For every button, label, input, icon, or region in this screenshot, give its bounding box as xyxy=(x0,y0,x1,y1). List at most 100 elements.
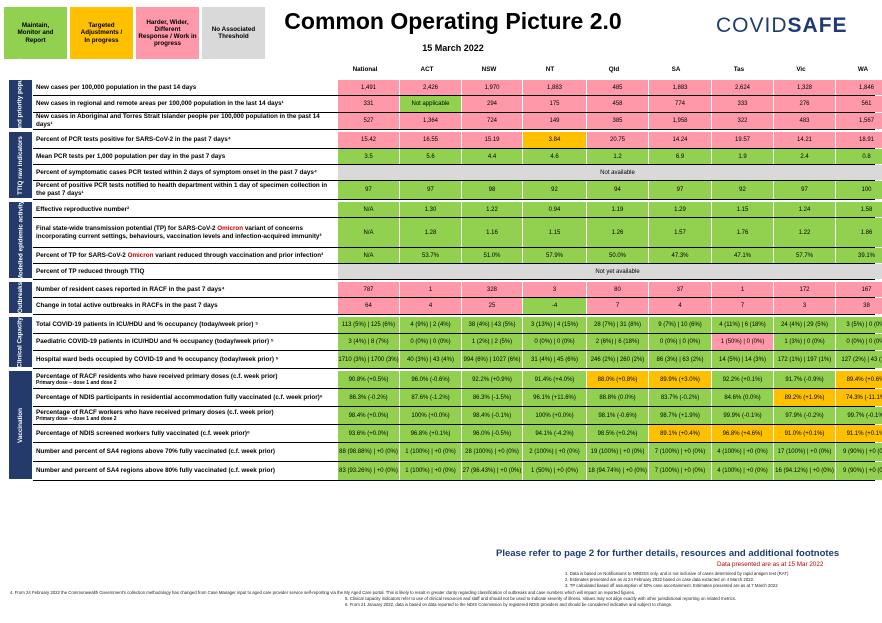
indicator-label: Percent of positive PCR tests notified t… xyxy=(33,181,337,199)
value-cell-nsw: 38 (4%) | 43 (5%) xyxy=(461,317,522,333)
value-cell-qld: 80 xyxy=(586,282,648,297)
value-cell-tas: 92 xyxy=(711,181,773,199)
value-cell-qld: 246 (2%) | 260 (2%) xyxy=(586,351,648,368)
value-cell-sa: 83.7% (-0.2%) xyxy=(648,389,711,406)
value-cell-tas: 19.57 xyxy=(711,132,773,148)
indicator-label-text: Total COVID-19 patients in ICU/HDU and %… xyxy=(36,321,259,329)
value-cell-nsw: 86.3% (-1.5%) xyxy=(461,389,522,406)
value-cell-vic: 1.22 xyxy=(773,218,835,247)
value-cell-nt: 1.15 xyxy=(522,218,586,247)
value-cell-national: N/A xyxy=(337,202,399,217)
value-cell-nsw: 96.0% (-0.5%) xyxy=(461,425,522,442)
value-cell-qld: 385 xyxy=(586,113,648,129)
indicator-label-text: Percent of symptomatic cases PCR tested … xyxy=(36,168,317,176)
value-cell-national: 98.4% (+0.0%) xyxy=(337,407,399,424)
value-cell-act: 1 (100%) | +0 (0%) xyxy=(399,443,461,461)
value-cell-vic: 276 xyxy=(773,96,835,112)
value-cell-vic: 97.9% (-0.2%) xyxy=(773,407,835,424)
value-cell-nt: 3.84 xyxy=(522,132,586,148)
value-cell-tas: 99.9% (-0.1%) xyxy=(711,407,773,424)
indicator-label-text: New cases in Aboriginal and Torres Strai… xyxy=(36,113,320,128)
indicator-label: Percent of TP for SARS-CoV-2 Omicron var… xyxy=(33,248,337,263)
indicator-label: Percent of symptomatic cases PCR tested … xyxy=(33,165,337,180)
value-cell-vic: 14.21 xyxy=(773,132,835,148)
value-cell-qld: 18 (94.74%) | +0 (0%) xyxy=(586,462,648,480)
indicator-row: Final state-wide transmission potential … xyxy=(33,218,882,248)
indicator-label: Number and percent of SA4 regions above … xyxy=(33,462,337,480)
column-header: Tas xyxy=(733,66,745,73)
indicator-row: Percent of PCR tests positive for SARS-C… xyxy=(33,132,882,149)
indicator-label-text: Effective reproductive number² xyxy=(36,205,130,213)
value-cell-act: 0 (0%) | 0 (0%) xyxy=(399,334,461,350)
value-cell-national: 97 xyxy=(337,181,399,199)
value-cell-national: 64 xyxy=(337,298,399,314)
column-header: NT xyxy=(545,66,555,73)
value-cell-national: 93.6% (+0.0%) xyxy=(337,425,399,442)
value-cell-vic: 89.2% (+1.9%) xyxy=(773,389,835,406)
value-cell-vic: 91.7% (-0.9%) xyxy=(773,371,835,388)
value-cell-act: 4 xyxy=(399,298,461,314)
value-cell-tas: 1 xyxy=(711,282,773,297)
indicator-label-text: Hospital ward beds occupied by COVID-19 … xyxy=(36,355,279,363)
value-cell-qld: 2 (6%) | 6 (18%) xyxy=(586,334,648,350)
value-cell-sa: 9 (7%) | 10 (6%) xyxy=(648,317,711,333)
indicator-label-text: Final state-wide transmission potential … xyxy=(36,224,322,240)
value-cell-qld: 88.8% (0.0%) xyxy=(586,389,648,406)
value-cell-nt: 0 (0%) | 0 (0%) xyxy=(522,334,586,350)
indicator-label-text: Mean PCR tests per 1,000 population per … xyxy=(36,152,226,160)
value-cell-nt: 96.1% (+11.6%) xyxy=(522,389,586,406)
value-cell-act: 53.7% xyxy=(399,248,461,263)
value-cell-qld: 19 (100%) | +0 (0%) xyxy=(586,443,648,461)
value-cell-wa: 100 xyxy=(835,181,882,199)
value-cell-tas: 14 (5%) | 14 (3%) xyxy=(711,351,773,368)
value-cell-sa: 14.24 xyxy=(648,132,711,148)
value-cell-vic: 2.4 xyxy=(773,149,835,164)
value-cell-nt: 0.94 xyxy=(522,202,586,217)
indicator-label: Paediatric COVID-19 patients in ICU/HDU … xyxy=(33,334,337,350)
indicator-row: Percent of TP for SARS-CoV-2 Omicron var… xyxy=(33,248,882,264)
brand-logo: COVIDSAFE xyxy=(716,14,848,38)
value-cell-qld: 485 xyxy=(586,80,648,95)
indicator-row: Number of resident cases reported in RAC… xyxy=(33,282,882,298)
column-header: Vic xyxy=(796,66,806,73)
value-cell-sa: 7 (100%) | +0 (0%) xyxy=(648,462,711,480)
indicator-row: New cases in regional and remote areas p… xyxy=(33,96,882,113)
footnote: 4. From 24 February 2022 the Commonwealt… xyxy=(10,589,636,595)
indicator-row: Change in total active outbreaks in RACF… xyxy=(33,298,882,315)
value-cell-nsw: 1 (2%) | 2 (5%) xyxy=(461,334,522,350)
indicator-label-text: New cases in regional and remote areas p… xyxy=(36,100,284,108)
value-cell-nsw: 1,970 xyxy=(461,80,522,95)
value-cell-nt: -4 xyxy=(522,298,586,314)
group-header-label: Modelled epidemic activity xyxy=(17,200,25,280)
value-cell-nt: 31 (4%) | 45 (6%) xyxy=(522,351,586,368)
value-cell-wa: 3 (5%) | 0 (0%) xyxy=(835,317,882,333)
value-cell-qld: 88.0% (+0.8%) xyxy=(586,371,648,388)
value-cell-nsw: 27 (96.43%) | +0 (0%) xyxy=(461,462,522,480)
value-cell-act: 87.6% (-1.2%) xyxy=(399,389,461,406)
value-cell-act: 96.8% (+0.1%) xyxy=(399,425,461,442)
value-cell-nt: 100% (+0.0%) xyxy=(522,407,586,424)
indicator-row: Percent of symptomatic cases PCR tested … xyxy=(33,165,882,181)
value-cell-nt: 1 (50%) | +0 (0%) xyxy=(522,462,586,480)
value-cell-wa: 18.91 xyxy=(835,132,882,148)
value-cell-wa: 1.86 xyxy=(835,218,882,247)
brand-text-safe: SAFE xyxy=(787,14,848,37)
footnote: 6. From 21 January 2022, data is based o… xyxy=(345,602,673,608)
brand-text-covid: COVID xyxy=(716,14,788,37)
indicator-sublabel: Primary dose – dose 1 and dose 2 xyxy=(36,416,117,423)
footnote: 1. Data is based on Notifications to NIN… xyxy=(565,571,789,576)
value-cell-act: 1.30 xyxy=(399,202,461,217)
value-cell-tas: 2,624 xyxy=(711,80,773,95)
indicator-row: Percent of TP reduced through TTIQ Not ye… xyxy=(33,264,882,280)
indicator-label-text: Percentage of RACF residents who have re… xyxy=(36,372,278,380)
value-cell-qld: 7 xyxy=(586,298,648,314)
indicator-label: Percent of TP reduced through TTIQ xyxy=(33,264,337,279)
indicator-label: New cases in regional and remote areas p… xyxy=(33,96,337,112)
value-cell-act: 97 xyxy=(399,181,461,199)
value-cell-nt: 4.6 xyxy=(522,149,586,164)
value-cell-vic: 1 (3%) | 0 (0%) xyxy=(773,334,835,350)
value-cell-tas: 84.6% (0.0%) xyxy=(711,389,773,406)
group-header: Clinical Capacity xyxy=(9,317,32,369)
value-cell-wa: 89.4% (+0.6%) xyxy=(835,371,882,388)
value-cell-vic: 1.24 xyxy=(773,202,835,217)
